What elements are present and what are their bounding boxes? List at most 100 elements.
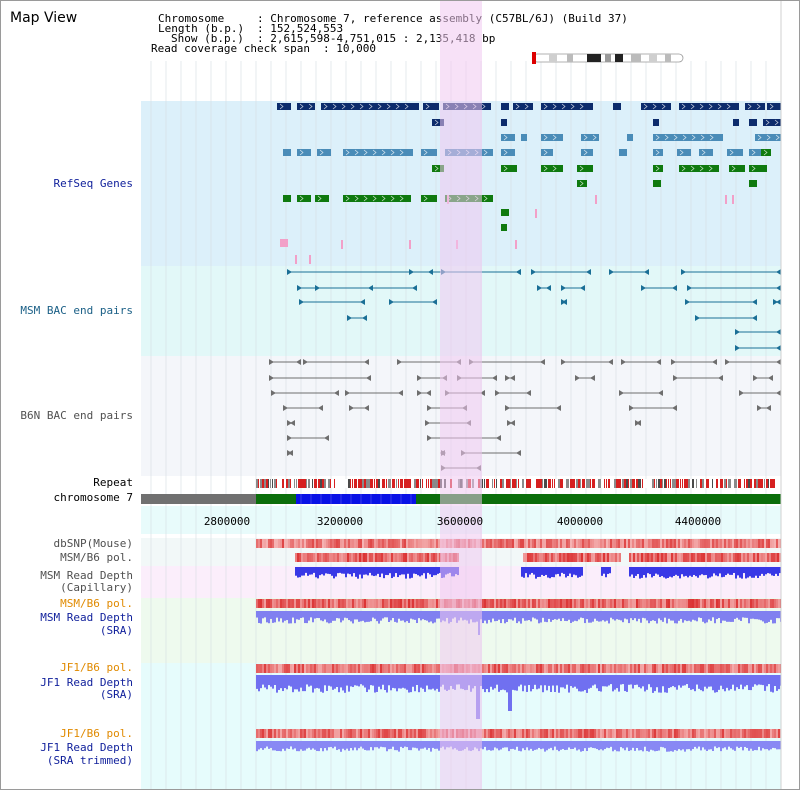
depth-bar (520, 675, 522, 685)
heat-cell (538, 664, 540, 673)
depth-bar (358, 741, 360, 749)
b6n-bac-pair-end (288, 450, 293, 456)
heat-cell (672, 539, 674, 548)
heat-cell (660, 599, 662, 608)
heat-cell (588, 729, 590, 738)
depth-bar (640, 611, 642, 623)
depth-bar (357, 567, 359, 579)
track-label-dbsnp[interactable]: dbSNP(Mouse) (53, 537, 133, 550)
repeat-element (758, 479, 760, 488)
track-label-refseq[interactable]: RefSeq Genes (53, 177, 133, 190)
depth-bar (590, 675, 592, 688)
depth-bar (504, 611, 506, 624)
heat-cell (324, 664, 326, 673)
heat-cell (540, 729, 542, 738)
b6n-bac-pair-end (324, 435, 329, 441)
depth-bar (258, 611, 260, 624)
heat-cell (680, 664, 682, 673)
depth-bar (347, 567, 349, 574)
depth-bar (582, 611, 584, 619)
depth-bar (768, 741, 770, 751)
heat-cell (662, 664, 664, 673)
repeat-element (506, 479, 508, 488)
gene-exon (763, 119, 783, 126)
heat-cell (566, 729, 568, 738)
heat-cell (528, 599, 530, 608)
gene-strand-arrow (399, 149, 404, 156)
track-label-chromosome[interactable]: chromosome 7 (53, 491, 133, 504)
heat-cell (262, 599, 264, 608)
track-label-jf1-depth-sra[interactable]: JF1 Read Depth (40, 676, 133, 689)
heat-cell (484, 664, 486, 673)
depth-bar (428, 675, 430, 690)
track-label-jf1-depth-trim[interactable]: JF1 Read Depth (40, 741, 133, 754)
heat-cell (735, 553, 737, 562)
heat-cell (562, 729, 564, 738)
depth-bar (378, 741, 380, 749)
gene-exon (699, 149, 713, 156)
gene-strand-arrow (345, 195, 350, 202)
heat-cell (644, 539, 646, 548)
heat-cell (524, 539, 526, 548)
repeat-element (272, 479, 273, 488)
heat-cell (708, 599, 710, 608)
depth-bar (610, 741, 612, 747)
gene-exon (653, 180, 661, 187)
heat-cell (686, 539, 688, 548)
depth-bar (420, 675, 422, 688)
depth-bar (368, 741, 370, 751)
heat-cell (570, 729, 572, 738)
gene-exon (755, 134, 783, 141)
heat-cell (377, 553, 379, 562)
track-label-msm-b6-pol-2[interactable]: MSM/B6 pol. (60, 597, 133, 610)
heat-cell (548, 599, 550, 608)
heat-cell (282, 599, 284, 608)
heat-cell (280, 539, 282, 548)
heat-cell (428, 729, 430, 738)
heat-cell (404, 599, 406, 608)
depth-bar (420, 611, 422, 621)
heat-cell (338, 664, 340, 673)
heat-cell (592, 539, 594, 548)
heat-cell (688, 664, 690, 673)
depth-bar (383, 567, 385, 579)
heat-cell (490, 599, 492, 608)
heat-cell (374, 539, 376, 548)
heat-cell (406, 664, 408, 673)
track-label-jf1-b6-pol-2[interactable]: JF1/B6 pol. (60, 727, 133, 740)
track-label-b6n-bac[interactable]: B6N BAC end pairs (20, 409, 133, 422)
heat-cell (674, 664, 676, 673)
track-label-msm-depth-capillary[interactable]: MSM Read Depth (40, 569, 133, 582)
heat-cell (286, 729, 288, 738)
depth-bar (434, 741, 436, 749)
heat-cell (334, 539, 336, 548)
heat-cell (614, 664, 616, 673)
heat-cell (740, 599, 742, 608)
track-label-msm-b6-pol-1[interactable]: MSM/B6 pol. (60, 551, 133, 564)
gene-strand-arrow (729, 149, 734, 156)
gene-strand-arrow (299, 195, 304, 202)
highlight-region (440, 1, 482, 789)
depth-bar (302, 741, 304, 751)
depth-bar (300, 611, 302, 618)
depth-bar (360, 611, 362, 622)
heat-cell (294, 664, 296, 673)
track-label-jf1-b6-pol-1[interactable]: JF1/B6 pol. (60, 661, 133, 674)
depth-bar (698, 675, 700, 689)
track-label-repeat[interactable]: Repeat (93, 476, 133, 489)
track-label-msm-depth-sra[interactable]: MSM Read Depth (40, 611, 133, 624)
gene-strand-arrow (765, 119, 770, 126)
gene-exon (653, 134, 723, 141)
heat-cell (644, 664, 646, 673)
heat-cell (584, 599, 586, 608)
heat-cell (284, 599, 286, 608)
heat-cell (692, 599, 694, 608)
depth-bar (769, 567, 771, 574)
heat-cell (576, 599, 578, 608)
depth-bar (701, 567, 703, 575)
depth-bar (375, 567, 377, 576)
track-label-msm-bac[interactable]: MSM BAC end pairs (20, 304, 133, 317)
depth-bar (552, 675, 554, 686)
heat-cell (684, 599, 686, 608)
